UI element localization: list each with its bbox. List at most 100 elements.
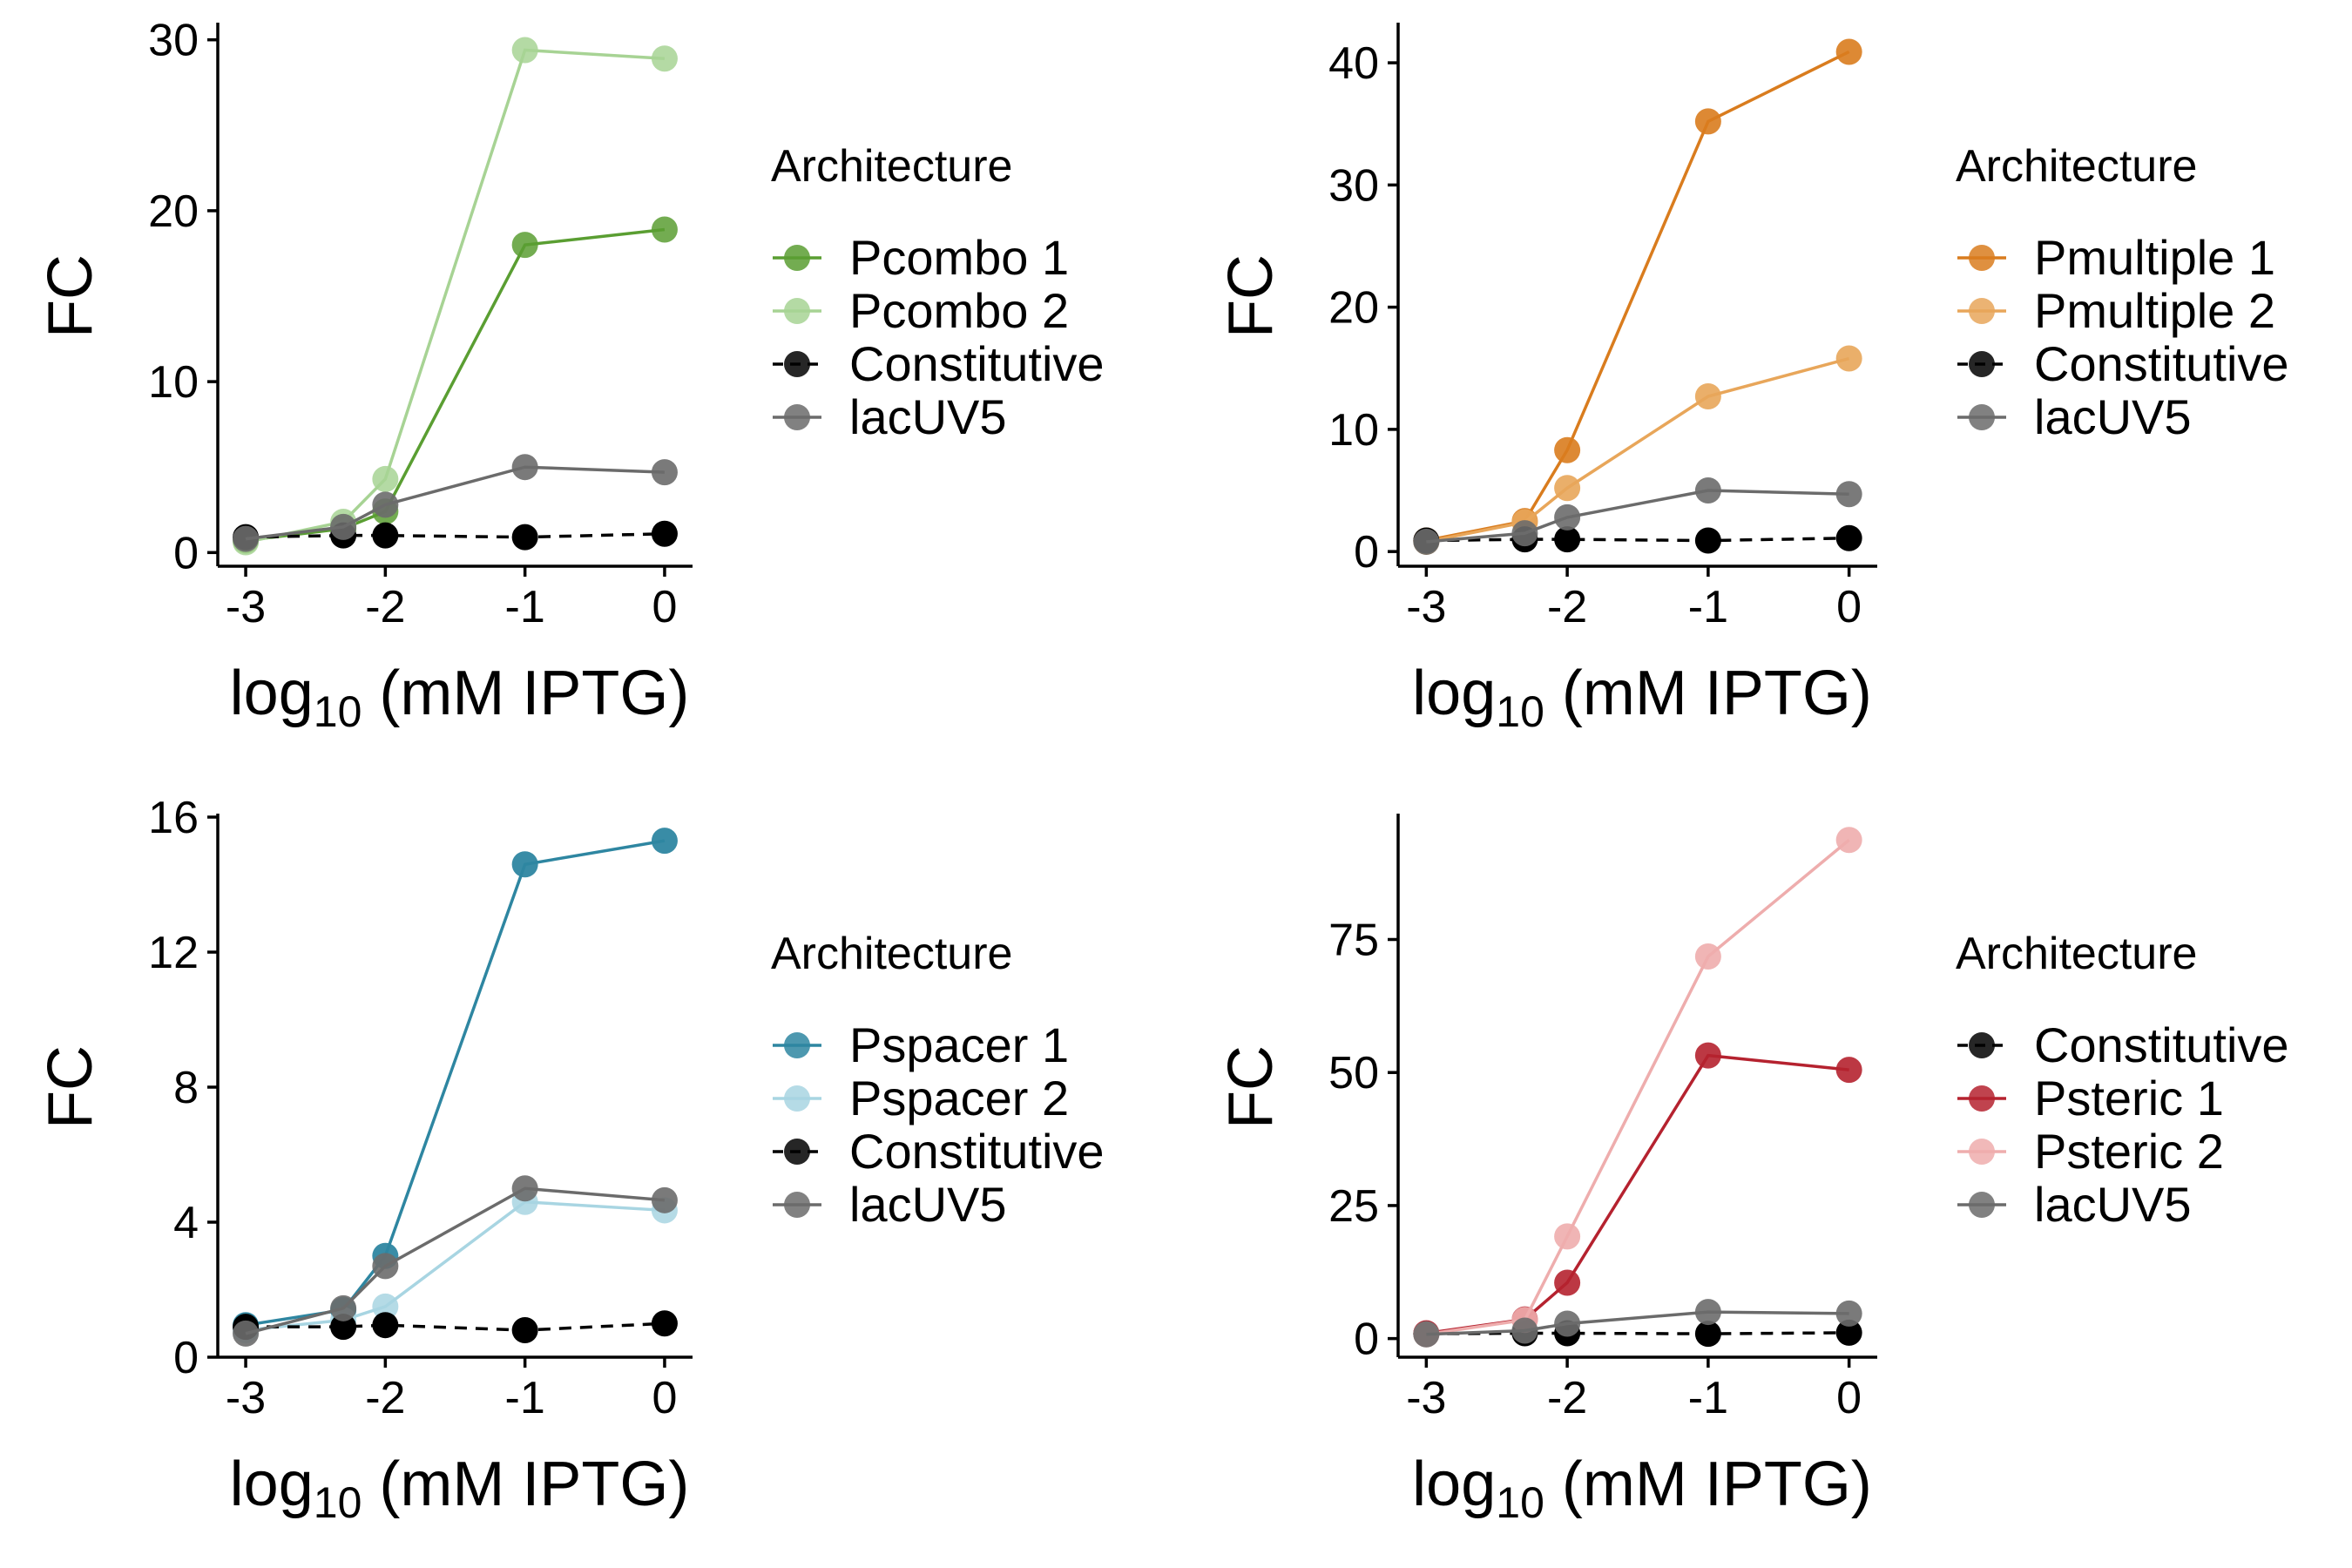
data-point: [651, 828, 678, 855]
legend-label: Constitutive: [2034, 1017, 2289, 1072]
legend-key-point: [1969, 298, 1995, 324]
y-tick-label: 0: [173, 528, 199, 578]
data-point: [372, 491, 399, 518]
x-tick-label: -2: [365, 582, 405, 632]
x-axis-title-subscript: 10: [1496, 687, 1544, 736]
data-point: [1554, 1269, 1581, 1296]
legend-label: Constitutive: [849, 336, 1105, 391]
data-point: [233, 1320, 260, 1347]
legend-key-point: [1969, 1085, 1995, 1112]
data-point: [1511, 520, 1538, 547]
data-point: [372, 1253, 399, 1280]
data-point: [1835, 1057, 1862, 1084]
data-point: [511, 524, 538, 551]
legend-title: Architecture: [1956, 141, 2197, 192]
x-axis-title: log10 (mM IPTG): [1412, 1450, 1872, 1527]
x-axis-title: log10 (mM IPTG): [230, 659, 690, 736]
series-lacuv5: [1413, 1299, 1862, 1348]
y-tick-label: 8: [173, 1063, 199, 1113]
data-point: [651, 45, 678, 72]
data-point: [1694, 1321, 1721, 1348]
x-tick-label: 0: [652, 582, 677, 632]
legend-item: lacUV5: [773, 1177, 1007, 1232]
x-axis-title-unit: (mM IPTG): [1544, 1450, 1872, 1519]
data-point: [372, 1312, 399, 1339]
series-line: [1426, 838, 1850, 1336]
data-point: [233, 525, 260, 552]
legend-item: Pspacer 1: [773, 1017, 1069, 1072]
legend-label: Psteric 1: [2034, 1071, 2224, 1125]
legend-key-point: [1969, 404, 1995, 430]
data-point: [651, 1310, 678, 1337]
legend-item: Constitutive: [1957, 336, 2289, 391]
data-point: [1835, 38, 1862, 65]
legend-title: Architecture: [771, 929, 1012, 979]
y-tick-label: 75: [1328, 915, 1379, 965]
series-pmultiple-2: [1413, 345, 1862, 555]
data-point: [1694, 1042, 1721, 1069]
y-tick-label: 30: [148, 16, 199, 66]
data-point: [372, 522, 399, 549]
x-tick-label: -2: [1547, 1373, 1587, 1423]
y-axis-title: FC: [36, 1045, 105, 1129]
series-line: [246, 1321, 666, 1332]
x-tick-label: -2: [365, 1373, 405, 1423]
legend-key-point: [1969, 1032, 1995, 1058]
legend-label: lacUV5: [2034, 1177, 2192, 1232]
data-point: [651, 520, 678, 547]
series-line: [245, 227, 666, 543]
data-point: [651, 459, 678, 486]
x-tick-label: -1: [505, 582, 545, 632]
data-point: [1835, 481, 1862, 508]
legend-item: lacUV5: [1957, 389, 2192, 444]
legend-title: Architecture: [1956, 929, 2197, 979]
legend-key-point: [784, 1192, 810, 1218]
legend-item: Constitutive: [1957, 1017, 2289, 1072]
legend-item: Constitutive: [773, 336, 1105, 391]
legend-key-point: [784, 404, 810, 430]
x-axis-title-unit: (mM IPTG): [362, 1450, 689, 1519]
x-axis-title-log: log: [230, 1450, 314, 1519]
y-tick-label: 20: [148, 186, 199, 237]
data-point: [1835, 524, 1862, 551]
legend-item: lacUV5: [773, 389, 1007, 444]
series-line: [1426, 1331, 1849, 1335]
y-tick-label: 40: [1328, 38, 1379, 89]
legend-key-point: [784, 1139, 810, 1165]
y-tick-label: 16: [148, 793, 199, 843]
series-line: [1426, 50, 1850, 543]
legend-item: Constitutive: [773, 1124, 1105, 1179]
legend-item: Pspacer 2: [773, 1071, 1069, 1125]
data-point: [1554, 1310, 1581, 1337]
data-point: [330, 1314, 357, 1341]
data-point: [1835, 345, 1862, 372]
x-axis-title-log: log: [230, 659, 314, 728]
y-tick-label: 50: [1328, 1048, 1379, 1098]
y-axis-title: FC: [36, 254, 105, 338]
data-point: [1413, 1321, 1440, 1348]
y-tick-label: 20: [1328, 283, 1379, 334]
data-point: [511, 1317, 538, 1343]
data-point: [1694, 108, 1721, 135]
x-tick-label: 0: [1836, 582, 1862, 632]
y-tick-label: 0: [1354, 527, 1379, 578]
data-point: [1413, 528, 1440, 555]
x-axis-title-log: log: [1412, 1450, 1496, 1519]
series-lacuv5: [233, 1175, 678, 1347]
x-tick-label: 0: [652, 1373, 677, 1423]
data-point: [511, 1175, 538, 1202]
x-tick-label: -1: [1688, 582, 1728, 632]
x-tick-label: 0: [1836, 1373, 1862, 1423]
series-line: [1426, 536, 1849, 543]
x-axis-title-subscript: 10: [314, 1478, 362, 1527]
legend-label: lacUV5: [849, 389, 1007, 444]
data-point: [651, 1186, 678, 1213]
legend-key-point: [784, 1032, 810, 1058]
legend-label: Pspacer 2: [849, 1071, 1069, 1125]
series-line: [245, 1186, 666, 1335]
legend-item: Pmultiple 1: [1957, 230, 2275, 285]
x-tick-label: -1: [505, 1373, 545, 1423]
